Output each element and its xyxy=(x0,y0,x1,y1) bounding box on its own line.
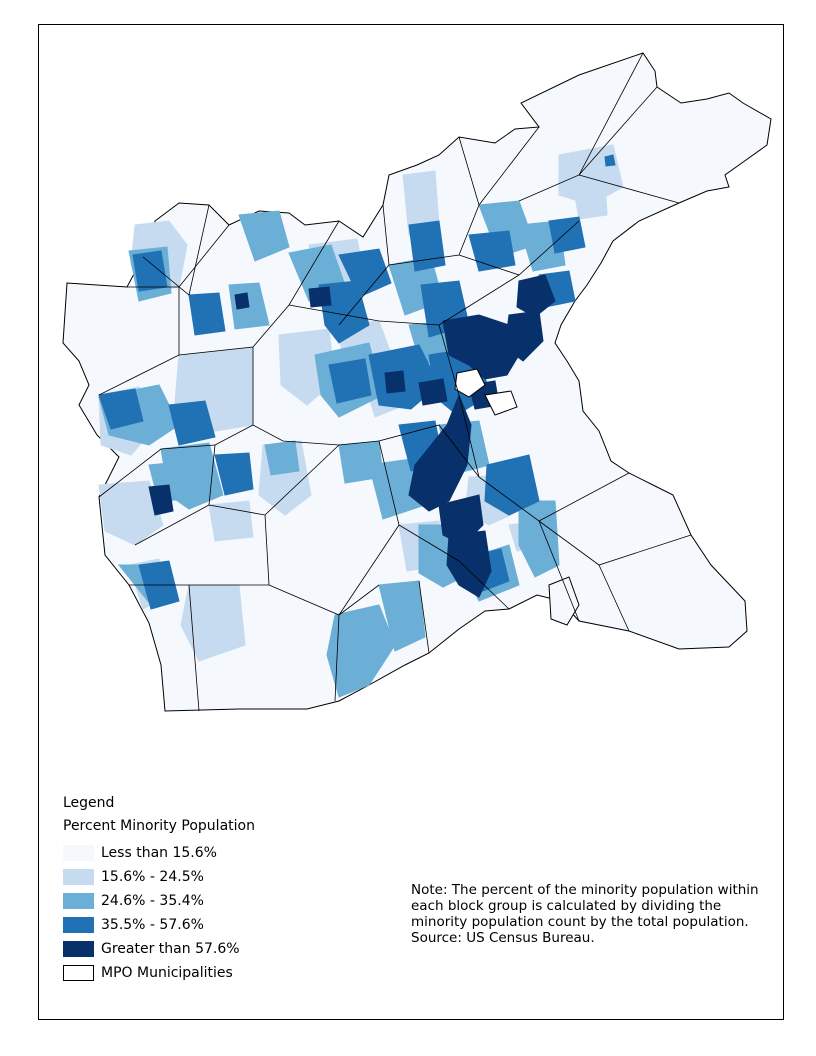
legend-item: Greater than 57.6% xyxy=(63,937,363,961)
legend-label: 24.6% - 35.4% xyxy=(101,893,204,909)
legend-swatch xyxy=(63,917,94,933)
legend-label: Less than 15.6% xyxy=(101,845,217,861)
legend-item: MPO Municipalities xyxy=(63,961,363,985)
region-island xyxy=(548,576,580,626)
legend-items: Less than 15.6% 15.6% - 24.5% 24.6% - 35.4… xyxy=(63,841,363,985)
legend-title: Legend xyxy=(63,795,115,811)
legend-swatch xyxy=(63,869,94,885)
class-over-57-areas xyxy=(148,274,556,598)
legend-label: Greater than 57.6% xyxy=(101,941,240,957)
note-text: Note: The percent of the minority popula… xyxy=(411,882,759,930)
map-frame: Legend Percent Minority Population Less … xyxy=(38,24,784,1020)
legend-label: 35.5% - 57.6% xyxy=(101,917,204,933)
legend-label: 15.6% - 24.5% xyxy=(101,869,204,885)
legend-subtitle: Percent Minority Population xyxy=(63,818,255,834)
municipality-boundaries xyxy=(98,52,692,712)
map-note: Note: The percent of the minority popula… xyxy=(411,882,771,946)
legend-item: 35.5% - 57.6% xyxy=(63,913,363,937)
legend-swatch xyxy=(63,965,94,981)
minority-population-map xyxy=(62,52,772,712)
legend-item: 24.6% - 35.4% xyxy=(63,889,363,913)
note-source: Source: US Census Bureau. xyxy=(411,930,595,946)
legend-item: 15.6% - 24.5% xyxy=(63,865,363,889)
class-35-57-areas xyxy=(98,154,616,610)
legend-swatch xyxy=(63,893,94,909)
legend-label: MPO Municipalities xyxy=(101,965,233,981)
legend-item: Less than 15.6% xyxy=(63,841,363,865)
legend-swatch xyxy=(63,845,94,861)
legend: Legend Percent Minority Population Less … xyxy=(63,795,363,985)
harbor-water xyxy=(454,368,518,416)
legend-swatch xyxy=(63,941,94,957)
